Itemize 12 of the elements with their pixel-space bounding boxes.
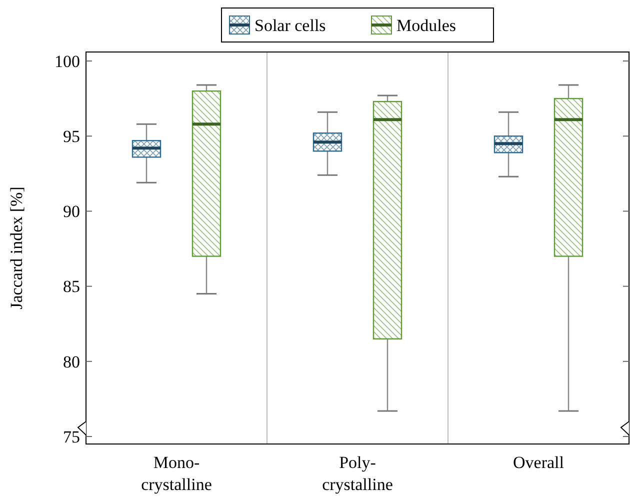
y-tick-label: 85	[63, 277, 80, 296]
x-tick-label: Overall	[513, 453, 564, 472]
x-tick-label: Mono- crystalline	[141, 453, 212, 494]
legend-label: Solar cells	[254, 16, 326, 35]
y-tick-label: 100	[54, 52, 80, 71]
y-tick-label: 90	[63, 202, 80, 222]
x-tick-label: Poly- crystalline	[322, 453, 393, 494]
legend-label: Modules	[396, 16, 456, 35]
y-tick-label: 95	[63, 127, 80, 146]
y-tick-label: 75	[63, 427, 80, 446]
y-axis-title: Jaccard index [%]	[7, 186, 26, 310]
y-tick-label: 80	[63, 352, 80, 372]
